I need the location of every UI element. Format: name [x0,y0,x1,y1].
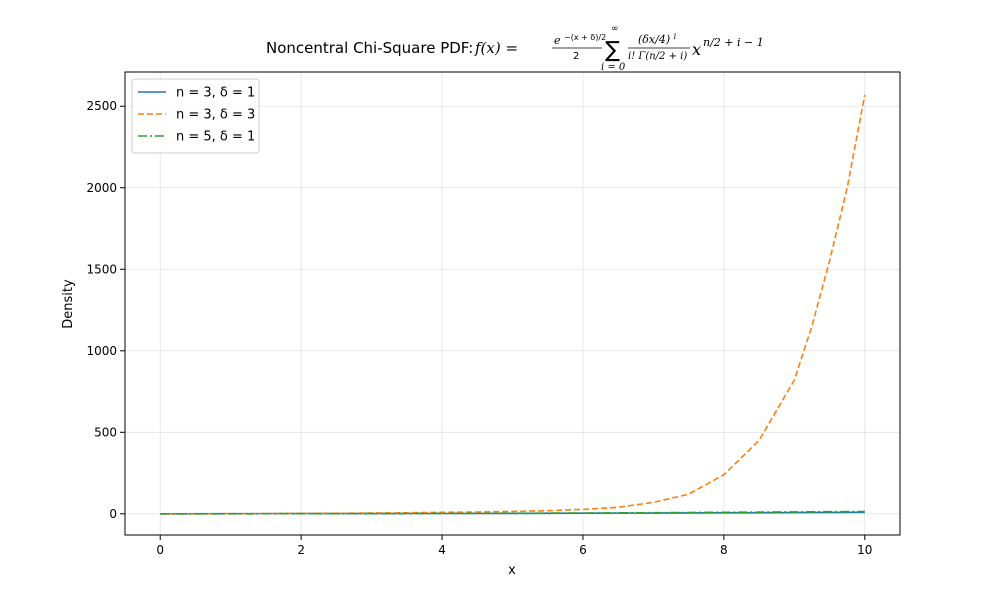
x-tick-label: 4 [438,543,446,557]
grid [125,72,900,535]
x-axis-ticks: 0 2 4 6 8 10 [156,535,872,557]
x-tick-label: 2 [297,543,305,557]
title-prefix: Noncentral Chi-Square PDF: [266,39,473,57]
legend-label-3: n = 5, δ = 1 [176,130,255,145]
series-line-2 [160,94,866,515]
title-frac2-numerator: (δx/4) i [638,32,677,46]
title-frac1-numerator: e −(x + δ)/2 [554,33,606,47]
series-lines [160,94,866,515]
x-tick-label: 8 [720,543,728,557]
chart-title: Noncentral Chi-Square PDF: f(x) = e −(x … [266,24,764,73]
title-frac2-denominator: i! Γ(n/2 + i) [628,51,687,62]
y-axis-ticks: 0 500 1000 1500 2000 2500 [86,99,125,521]
plot-frame [124,71,901,536]
y-tick-label: 1500 [86,262,117,276]
legend-label-2: n = 3, δ = 3 [176,108,255,123]
legend-box [131,78,260,154]
title-sum-upper: ∞ [611,24,619,34]
series-line-3 [160,510,865,515]
title-frac1-denominator: 2 [573,51,579,62]
y-tick-label: 1000 [86,344,117,358]
title-sum-lower: i = 0 [601,62,626,73]
y-tick-label: 500 [94,425,117,439]
y-tick-label: 2000 [86,181,117,195]
x-tick-label: 6 [579,543,587,557]
title-lhs: f(x) = [474,39,518,57]
legend: n = 3, δ = 1 n = 3, δ = 3 n = 5, δ = 1 [131,78,260,154]
y-axis-label: Density [61,279,76,329]
title-power-base: x [692,40,701,59]
title-power-exponent: n/2 + i − 1 [703,36,764,49]
y-tick-label: 2500 [86,99,117,113]
title-sum-symbol: ∑ [605,38,620,63]
legend-label-1: n = 3, δ = 1 [176,86,255,101]
x-tick-label: 10 [857,543,872,557]
x-tick-label: 0 [156,543,164,557]
y-tick-label: 0 [109,507,117,521]
x-axis-label: x [508,563,516,578]
